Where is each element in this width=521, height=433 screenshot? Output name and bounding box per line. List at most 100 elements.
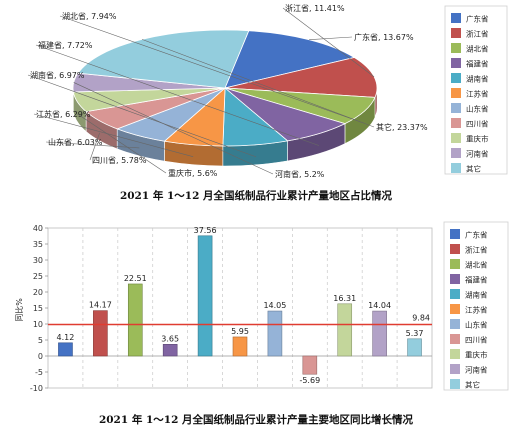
y-tick-label: 40 (33, 224, 43, 233)
bar-legend-label-item-6: 山东省 (465, 320, 488, 330)
bar-legend-swatch-item-2 (450, 259, 460, 269)
pie-label-item-8: 重庆市, 5.6% (168, 168, 218, 178)
bar-item-3 (162, 344, 178, 357)
pie-legend-swatch-item-1 (451, 28, 461, 38)
bar-legend-swatch-item-7 (450, 334, 460, 344)
bar-legend-swatch-item-10 (450, 379, 460, 389)
bar-item-2 (127, 283, 143, 357)
bar-item-0 (58, 342, 73, 357)
y-tick-label: 10 (33, 320, 43, 329)
bar-value-label-item-7: -5.69 (299, 376, 320, 385)
pie-leader-item-9 (73, 82, 274, 175)
bar-y-axis: -10 -5 0 5 10 15 20 25 30 35 40 (30, 224, 48, 393)
pie-label-item-4: 湖南省, 6.97% (30, 70, 85, 80)
pie-labels: 广东省, 13.67% 浙江省, 11.41% 湖北省, 7.94% 福建省, 7.7… (27, 3, 428, 179)
pie-leader-item-10 (141, 39, 375, 128)
bar-legend-swatch-item-8 (450, 349, 460, 359)
bar-legend-swatch-item-4 (450, 289, 460, 299)
pie-legend-label-item-7: 四川省 (466, 119, 489, 129)
bar-legend-swatch-item-0 (450, 229, 460, 239)
pie-label-item-2: 湖北省, 7.94% (62, 11, 117, 21)
pie-leader-item-8 (77, 113, 167, 174)
bar-chart-title: 2021 年 1～12 月全国纸制品行业累计产量主要地区同比增长情况 (99, 413, 414, 426)
pie-legend-swatch-item-8 (451, 133, 461, 143)
pie-label-item-3: 福建省, 7.72% (38, 40, 93, 50)
bar-value-label-item-9: 14.04 (368, 301, 391, 310)
reference-line-group: 9.84 (48, 314, 432, 326)
pie-chart-title: 2021 年 1～12 月全国纸制品行业累计产量地区占比情况 (120, 189, 393, 202)
pie-leader-item-2 (59, 15, 365, 124)
pie-legend-label-item-9: 河南省 (466, 149, 489, 159)
bar-legend-swatch-item-9 (450, 364, 460, 374)
y-tick-label: 30 (33, 256, 43, 265)
pie-legend-swatch-item-5 (451, 88, 461, 98)
pie-legend-swatch-item-4 (451, 73, 461, 83)
bar-value-label-item-1: 14.17 (89, 301, 112, 310)
pie-legend-swatch-item-9 (451, 148, 461, 158)
pie-legend-label-item-5: 江苏省 (466, 89, 489, 99)
pie-legend-swatch-item-10 (451, 163, 461, 173)
bar-item-4 (197, 235, 213, 357)
pie-leader-item-5 (33, 113, 194, 157)
bar-value-label-item-4: 37.56 (194, 226, 217, 235)
pie-leader-item-7 (89, 132, 100, 161)
pie-legend-label-item-2: 湖北省 (466, 44, 489, 54)
pie-legend-label-item-0: 广东省 (466, 14, 489, 24)
bar-legend-label-item-3: 福建省 (465, 275, 488, 285)
bar-legend-swatch-item-1 (450, 244, 460, 254)
y-tick-label: 5 (38, 336, 43, 345)
bar-value-labels: 4.12 14.17 22.51 3.65 37.56 5.95 14.05 -5.69 16.… (57, 226, 424, 385)
y-tick-label: 25 (33, 272, 43, 281)
bar-item-5 (232, 336, 248, 357)
pie-label-item-9: 河南省, 5.2% (275, 169, 325, 179)
y-tick-label: -10 (30, 384, 43, 393)
pie-label-item-7: 四川省, 5.78% (92, 155, 147, 165)
pie-legend-swatch-item-0 (451, 13, 461, 23)
y-tick-label: 15 (33, 304, 43, 313)
pie-label-item-0: 广东省, 13.67% (354, 32, 414, 42)
bar-legend-label-item-5: 江苏省 (465, 305, 488, 315)
pie-legend-label-item-6: 山东省 (466, 104, 489, 114)
pie-leader-item-4 (27, 74, 257, 158)
pie-leader-item-6 (45, 141, 140, 149)
pie-label-item-1: 浙江省, 11.41% (285, 3, 345, 13)
bar-value-label-item-6: 14.05 (263, 301, 286, 310)
bar-item-8 (337, 303, 353, 357)
pie-leader-item-0 (309, 36, 353, 40)
pie-leader-item-3 (35, 44, 320, 146)
y-tick-label: 20 (33, 288, 43, 297)
bar-legend-label-item-10: 其它 (465, 380, 480, 390)
bar-item-10 (407, 338, 422, 357)
bar-value-label-item-3: 3.65 (161, 334, 179, 343)
bar-legend-label-item-8: 重庆市 (465, 350, 488, 360)
pie-chart: 广东省, 13.67% 浙江省, 11.41% 湖北省, 7.94% 福建省, 7.7… (27, 3, 428, 179)
pie-legend-label-item-1: 浙江省 (466, 29, 489, 39)
bar-legend-label-item-0: 广东省 (465, 230, 488, 240)
pie-legend-swatch-item-6 (451, 103, 461, 113)
reference-line-label: 9.84 (412, 314, 430, 323)
bar-legend-label-item-1: 浙江省 (465, 245, 488, 255)
pie-label-item-10: 其它, 23.37% (376, 122, 428, 132)
bar-legend-label-item-4: 湖南省 (465, 290, 488, 300)
bar-value-label-item-5: 5.95 (231, 327, 249, 336)
y-tick-label: 0 (38, 352, 43, 361)
pie-legend-swatch-item-7 (451, 118, 461, 128)
pie-slice-item-10 (77, 29, 250, 89)
pie-legend-swatch-item-2 (451, 43, 461, 53)
bar-value-label-item-0: 4.12 (57, 333, 75, 342)
bar-item-6 (267, 310, 283, 357)
pie-slices (72, 29, 378, 167)
pie-legend-label-item-8: 重庆市 (466, 134, 489, 144)
bar-value-label-item-10: 5.37 (406, 329, 424, 338)
pie-label-item-5: 江苏省, 6.29% (36, 109, 91, 119)
y-tick-label: -5 (35, 368, 43, 377)
bar-item-1 (93, 310, 108, 357)
bar-item-9 (372, 310, 387, 357)
bar-grid (47, 227, 433, 389)
pie-legend-label-item-3: 福建省 (466, 59, 489, 69)
bar-value-label-item-2: 22.51 (124, 274, 147, 283)
bar-legend-label-item-2: 湖北省 (465, 260, 488, 270)
y-tick-label: 35 (33, 240, 43, 249)
